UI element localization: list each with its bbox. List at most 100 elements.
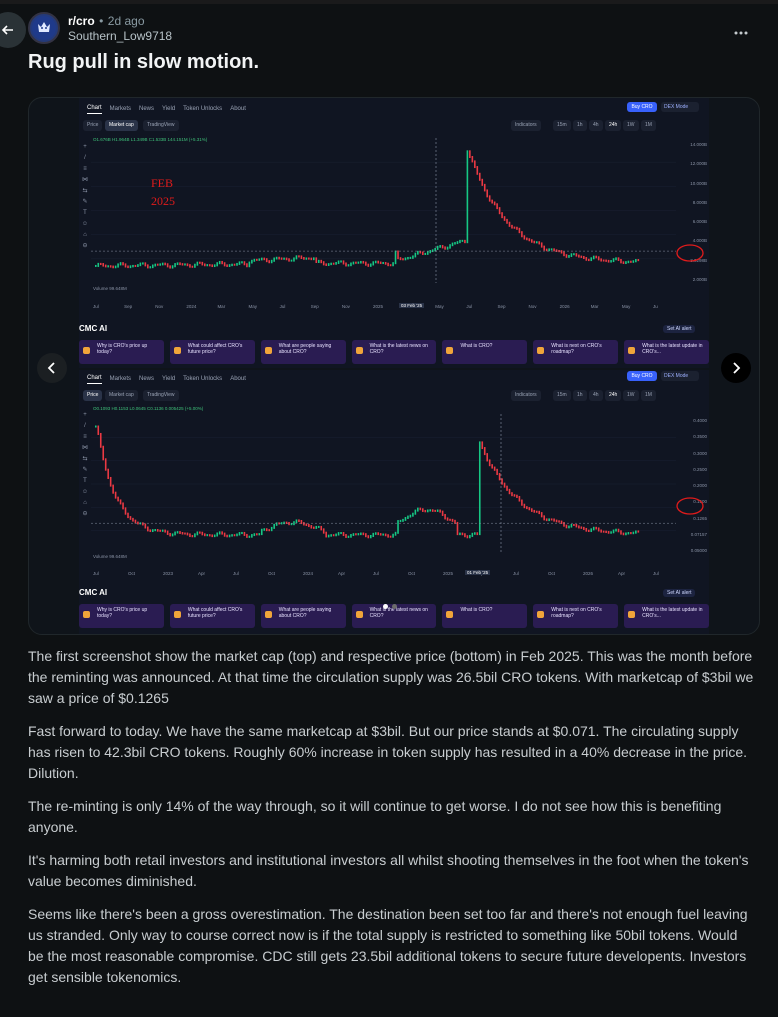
candle xyxy=(184,263,186,266)
candle xyxy=(156,529,159,532)
arrow-left-icon xyxy=(1,25,13,35)
question-icon xyxy=(537,347,545,354)
page-dot-active[interactable] xyxy=(383,604,388,609)
ai-question-chip: Why is CRO's price up today? xyxy=(79,604,164,628)
candle xyxy=(637,530,640,533)
candle xyxy=(434,509,436,512)
question-text: What is the latest news on CRO? xyxy=(369,343,428,355)
question-text: What is CRO? xyxy=(460,343,493,349)
chart-tabs-bottom: Chart Markets News Yield Token Unlocks A… xyxy=(79,370,709,388)
candle xyxy=(315,257,318,264)
candle xyxy=(320,525,323,531)
candle xyxy=(389,264,392,267)
question-text: What are people saying about CRO? xyxy=(278,607,332,619)
x-tick-label: May xyxy=(621,304,631,309)
candle xyxy=(171,265,174,269)
candle xyxy=(617,257,620,261)
author-name[interactable]: Southern_Low9718 xyxy=(68,28,173,43)
candle xyxy=(545,248,548,252)
page-dot[interactable] xyxy=(392,604,397,609)
candle xyxy=(590,528,593,533)
annotation-feb: FEB xyxy=(151,176,174,190)
candle xyxy=(456,521,459,536)
candle xyxy=(592,526,595,531)
y-tick-label: 0.05000 xyxy=(690,548,707,553)
candle xyxy=(275,256,278,260)
candle xyxy=(374,532,377,535)
carousel-prev-button[interactable] xyxy=(37,353,67,383)
candle xyxy=(367,263,370,267)
question-text: What is the latest update in CRO's... xyxy=(642,343,703,355)
candle xyxy=(308,257,310,260)
x-tick-label: 2026 xyxy=(583,571,594,576)
chevron-right-icon xyxy=(733,362,741,374)
tradingview-label: TradingView xyxy=(143,390,179,401)
candle xyxy=(615,257,617,261)
candle xyxy=(107,265,109,268)
candle xyxy=(369,263,372,267)
back-button[interactable] xyxy=(0,12,26,48)
candle xyxy=(424,509,427,513)
candle xyxy=(506,485,508,491)
candle xyxy=(531,508,533,512)
candle xyxy=(104,264,107,268)
candle xyxy=(213,534,216,538)
tab-yield: Yield xyxy=(162,376,176,382)
candle xyxy=(528,238,531,242)
candle xyxy=(285,257,288,261)
candle xyxy=(441,510,444,516)
candle xyxy=(166,263,169,268)
more-options-button[interactable] xyxy=(734,22,748,40)
candle xyxy=(607,531,610,534)
lion-logo-icon xyxy=(32,16,56,40)
y-tick-label: 8.000B xyxy=(692,199,707,205)
candle xyxy=(238,261,241,265)
candle xyxy=(543,245,545,251)
candle xyxy=(555,519,558,523)
candle xyxy=(476,532,479,536)
body-paragraph-5: Seems like there's been a gross overesti… xyxy=(28,906,748,985)
x-tick-label: Mar xyxy=(590,304,599,309)
candle xyxy=(201,531,204,536)
subreddit-name[interactable]: r/cro xyxy=(68,13,95,28)
candle xyxy=(580,526,583,529)
question-icon xyxy=(628,611,636,618)
candle xyxy=(216,532,218,537)
ai-question-chips-bottom: Why is CRO's price up today? What could a… xyxy=(79,604,710,628)
candle xyxy=(310,257,313,261)
candle xyxy=(273,257,275,262)
candle xyxy=(444,513,446,520)
image-carousel[interactable]: Chart Markets News Yield Token Unlocks A… xyxy=(28,97,760,635)
candle xyxy=(236,262,238,266)
candle xyxy=(251,534,253,538)
price-y-axis: 0.4000 0.3500 0.3000 0.2500 0.2000 0.1500 0.12… xyxy=(677,414,707,554)
candle xyxy=(387,262,389,267)
carousel-next-button[interactable] xyxy=(721,353,751,383)
candle xyxy=(221,531,223,535)
question-icon xyxy=(83,611,90,618)
candle xyxy=(211,534,214,538)
candle xyxy=(516,226,518,230)
candle xyxy=(397,520,399,534)
candle xyxy=(104,458,107,471)
candle xyxy=(174,531,176,536)
candle xyxy=(585,257,588,261)
question-text: What are people saying about CRO? xyxy=(278,343,332,355)
candle xyxy=(345,534,347,538)
market-cap-screenshot: Chart Markets News Yield Token Unlocks A… xyxy=(79,98,710,368)
candle xyxy=(553,518,555,522)
candle xyxy=(109,265,112,268)
candle xyxy=(308,524,310,528)
ai-question-chip: What could affect CRO's future price? xyxy=(169,340,255,364)
tab-yield: Yield xyxy=(162,106,176,112)
subreddit-avatar[interactable] xyxy=(28,12,60,44)
candle xyxy=(511,224,513,229)
candle xyxy=(342,532,345,537)
indicators-label: Indicators xyxy=(511,120,541,131)
candle xyxy=(327,263,330,266)
candle xyxy=(635,530,637,534)
candle xyxy=(231,263,233,267)
candle xyxy=(548,518,550,522)
candle xyxy=(404,257,407,261)
candle xyxy=(340,260,342,263)
